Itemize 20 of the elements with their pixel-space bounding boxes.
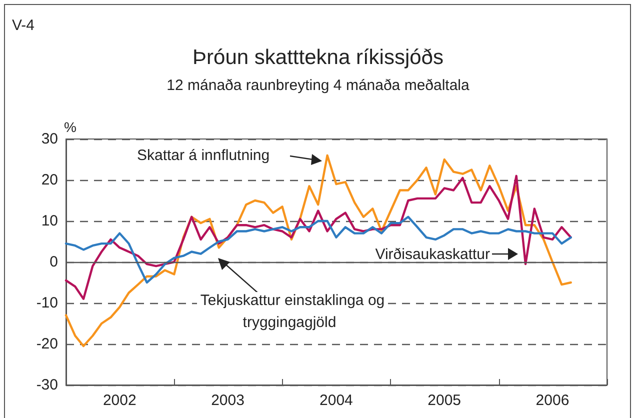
series-label: Virðisaukaskattur xyxy=(375,246,490,263)
text: Skattar á innflutning xyxy=(137,147,270,164)
y-tick-label: 0 xyxy=(50,254,58,270)
y-tick-label: 10 xyxy=(41,212,58,230)
text: Tekjuskattur einstaklinga og tryggingagjöld xyxy=(197,292,385,331)
y-tick-label: -10 xyxy=(36,294,58,312)
x-tick-label: 2004 xyxy=(320,392,353,409)
x-tick-label: 2006 xyxy=(536,392,570,409)
x-tick-label: 2003 xyxy=(211,392,244,409)
chart-title: Þróun skatttekna ríkissjóðs xyxy=(192,46,444,69)
chart-subtitle: 12 mánaða raunbreyting 4 mánaða meðaltala xyxy=(166,77,470,94)
x-tick-label: 2002 xyxy=(102,392,136,409)
y-tick-label: 20 xyxy=(41,172,58,188)
x-tick-label: 2005 xyxy=(428,392,462,409)
text: V-4 xyxy=(12,17,35,34)
y-tick-label: -30 xyxy=(36,376,58,394)
y-axis-title: % xyxy=(64,119,76,135)
y-tick-label: 30 xyxy=(41,130,58,148)
line-series xyxy=(64,216,572,284)
y-tick-label: -20 xyxy=(36,336,58,352)
